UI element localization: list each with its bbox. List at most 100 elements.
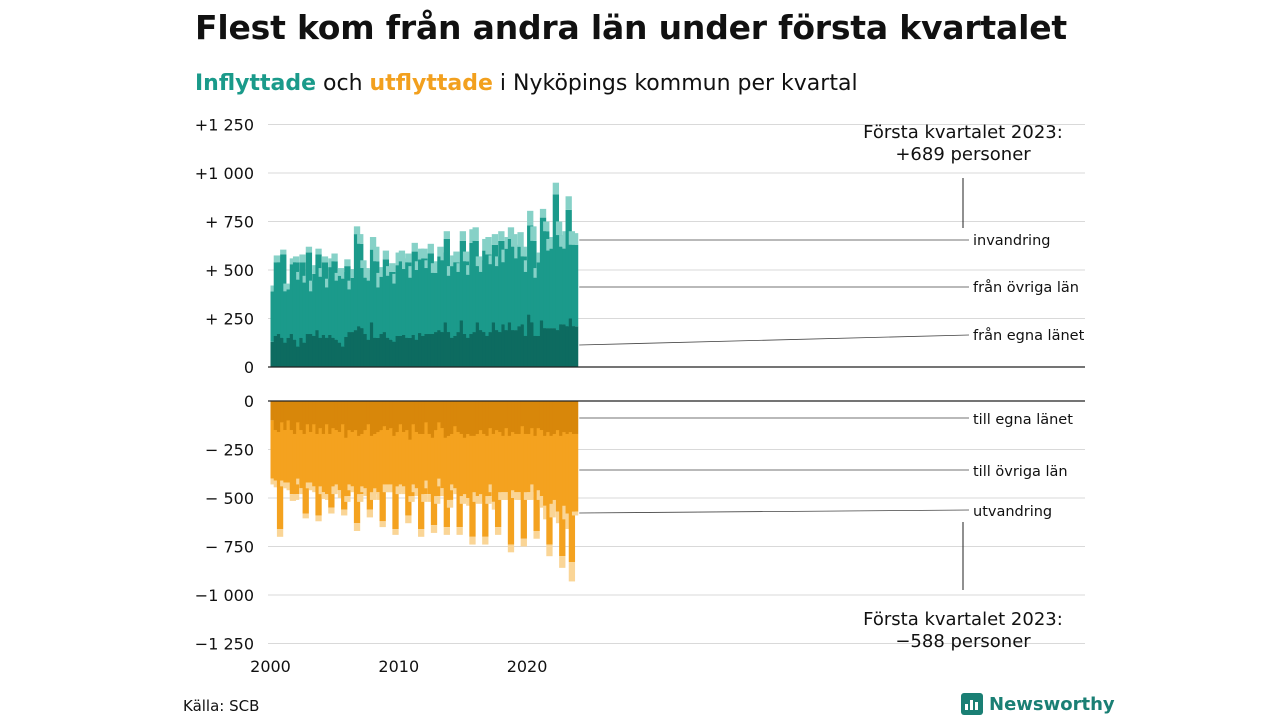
bar-out-till-ovriga-lan bbox=[562, 432, 569, 506]
bar-out-utvandring bbox=[453, 488, 460, 495]
bar-out-utvandring bbox=[373, 488, 380, 495]
bar-in-fran-egna-lanet bbox=[347, 332, 354, 367]
bar-out-till-ovriga-lan bbox=[328, 433, 335, 508]
bar-in-fran-egna-lanet bbox=[389, 339, 396, 367]
bar-out-till-ovriga-lan bbox=[308, 432, 316, 483]
series-label-fran-ovriga-lan: från övriga län bbox=[973, 279, 1079, 296]
bar-in-fran-egna-lanet bbox=[536, 335, 543, 367]
bar-in-fran-egna-lanet bbox=[504, 330, 511, 367]
bar-out-till-egna-lanet bbox=[443, 401, 450, 438]
bar-out-till-ovriga-lan bbox=[437, 422, 444, 479]
bar-in-invandring bbox=[543, 221, 550, 232]
bar-out-till-ovriga-lan bbox=[376, 432, 383, 493]
bar-out-utvandring bbox=[478, 494, 486, 502]
bar-in-fran-egna-lanet bbox=[395, 335, 402, 367]
bar-out-till-ovriga-lan bbox=[286, 420, 293, 483]
bar-in-fran-egna-lanet bbox=[443, 322, 450, 367]
bar-in-fran-ovriga-lan bbox=[270, 291, 277, 342]
bar-in-fran-egna-lanet bbox=[344, 336, 351, 367]
bar-in-fran-ovriga-lan bbox=[308, 291, 316, 335]
bar-out-till-egna-lanet bbox=[401, 401, 409, 433]
bar-in-fran-ovriga-lan bbox=[315, 254, 322, 331]
bar-out-till-ovriga-lan bbox=[353, 430, 361, 524]
bar-in-fran-ovriga-lan bbox=[546, 250, 553, 329]
bar-in-fran-egna-lanet bbox=[559, 324, 566, 367]
bar-out-utvandring bbox=[305, 482, 313, 489]
bar-in-invandring bbox=[286, 284, 293, 290]
bar-in-fran-egna-lanet bbox=[270, 341, 277, 367]
subtitle-och: och bbox=[316, 71, 370, 96]
bar-out-till-ovriga-lan bbox=[350, 432, 357, 487]
bar-out-utvandring bbox=[523, 492, 531, 500]
bar-out-till-egna-lanet bbox=[501, 401, 508, 436]
bar-in-fran-ovriga-lan bbox=[475, 266, 483, 323]
bar-in-fran-egna-lanet bbox=[440, 332, 447, 367]
bar-out-utvandring bbox=[504, 492, 511, 500]
bar-in-fran-ovriga-lan bbox=[520, 256, 527, 325]
bar-out-till-egna-lanet bbox=[296, 401, 303, 423]
bar-out-till-ovriga-lan bbox=[395, 432, 402, 487]
bar-in-fran-egna-lanet bbox=[517, 326, 524, 367]
bar-out-utvandring bbox=[494, 527, 502, 535]
bar-in-fran-ovriga-lan bbox=[405, 262, 412, 338]
bar-out-till-egna-lanet bbox=[507, 401, 515, 436]
bar-out-till-ovriga-lan bbox=[504, 428, 511, 493]
bar-out-till-ovriga-lan bbox=[418, 433, 425, 530]
bar-out-till-egna-lanet bbox=[398, 401, 406, 425]
series-label-invandring: invandring bbox=[973, 233, 1050, 249]
bar-in-fran-ovriga-lan bbox=[552, 194, 560, 329]
bar-in-fran-ovriga-lan bbox=[514, 258, 521, 331]
y-tick-label: − 500 bbox=[205, 489, 254, 508]
bar-in-fran-egna-lanet bbox=[568, 318, 576, 367]
bar-out-utvandring bbox=[334, 484, 341, 491]
bar-in-invandring bbox=[462, 251, 470, 262]
bar-in-invandring bbox=[565, 196, 572, 210]
bar-out-utvandring bbox=[434, 496, 441, 504]
bar-out-till-egna-lanet bbox=[405, 401, 412, 431]
bar-in-fran-egna-lanet bbox=[315, 330, 322, 367]
bar-in-fran-egna-lanet bbox=[552, 328, 560, 367]
bar-out-till-ovriga-lan bbox=[571, 433, 579, 512]
bar-out-till-ovriga-lan bbox=[485, 435, 492, 497]
bar-out-till-egna-lanet bbox=[446, 401, 454, 436]
source-note: Källa: SCB bbox=[183, 697, 260, 715]
bar-in-fran-egna-lanet bbox=[543, 328, 550, 367]
bar-out-till-ovriga-lan bbox=[549, 435, 556, 504]
bar-in-fran-egna-lanet bbox=[546, 328, 553, 367]
bar-in-invandring bbox=[350, 269, 357, 278]
bar-out-till-ovriga-lan bbox=[389, 428, 396, 485]
bar-in-fran-egna-lanet bbox=[427, 334, 434, 367]
bar-in-invandring bbox=[562, 231, 569, 249]
bar-in-fran-egna-lanet bbox=[286, 337, 293, 367]
bar-out-till-egna-lanet bbox=[411, 401, 418, 425]
bar-in-fran-ovriga-lan bbox=[485, 254, 492, 336]
bar-out-till-egna-lanet bbox=[389, 401, 396, 429]
bar-out-till-ovriga-lan bbox=[446, 435, 454, 500]
bar-out-till-egna-lanet bbox=[475, 401, 483, 434]
bar-in-invandring bbox=[337, 268, 345, 276]
bar-out-till-egna-lanet bbox=[498, 401, 505, 433]
bar-in-invandring bbox=[405, 253, 412, 263]
bar-out-utvandring bbox=[472, 492, 479, 502]
bar-out-till-ovriga-lan bbox=[312, 424, 319, 487]
bar-in-invandring bbox=[466, 265, 473, 275]
bar-out-till-ovriga-lan bbox=[305, 424, 313, 483]
bar-in-invandring bbox=[344, 259, 351, 267]
bar-in-fran-egna-lanet bbox=[302, 342, 309, 367]
bar-out-till-egna-lanet bbox=[334, 401, 341, 431]
bar-out-till-egna-lanet bbox=[565, 401, 572, 434]
bar-out-till-ovriga-lan bbox=[392, 435, 399, 530]
bar-out-till-ovriga-lan bbox=[385, 430, 393, 485]
bar-out-utvandring bbox=[369, 492, 377, 500]
bar-in-fran-ovriga-lan bbox=[276, 262, 284, 335]
bar-out-till-egna-lanet bbox=[450, 401, 457, 434]
bar-in-fran-ovriga-lan bbox=[414, 270, 422, 340]
bar-in-fran-egna-lanet bbox=[488, 332, 495, 367]
y-tick-label: −1 250 bbox=[195, 635, 254, 654]
bar-in-fran-egna-lanet bbox=[379, 334, 386, 367]
bar-in-invandring bbox=[568, 231, 576, 245]
bar-in-invandring bbox=[456, 263, 463, 272]
bar-out-utvandring bbox=[571, 511, 579, 516]
bar-out-till-ovriga-lan bbox=[405, 430, 412, 516]
